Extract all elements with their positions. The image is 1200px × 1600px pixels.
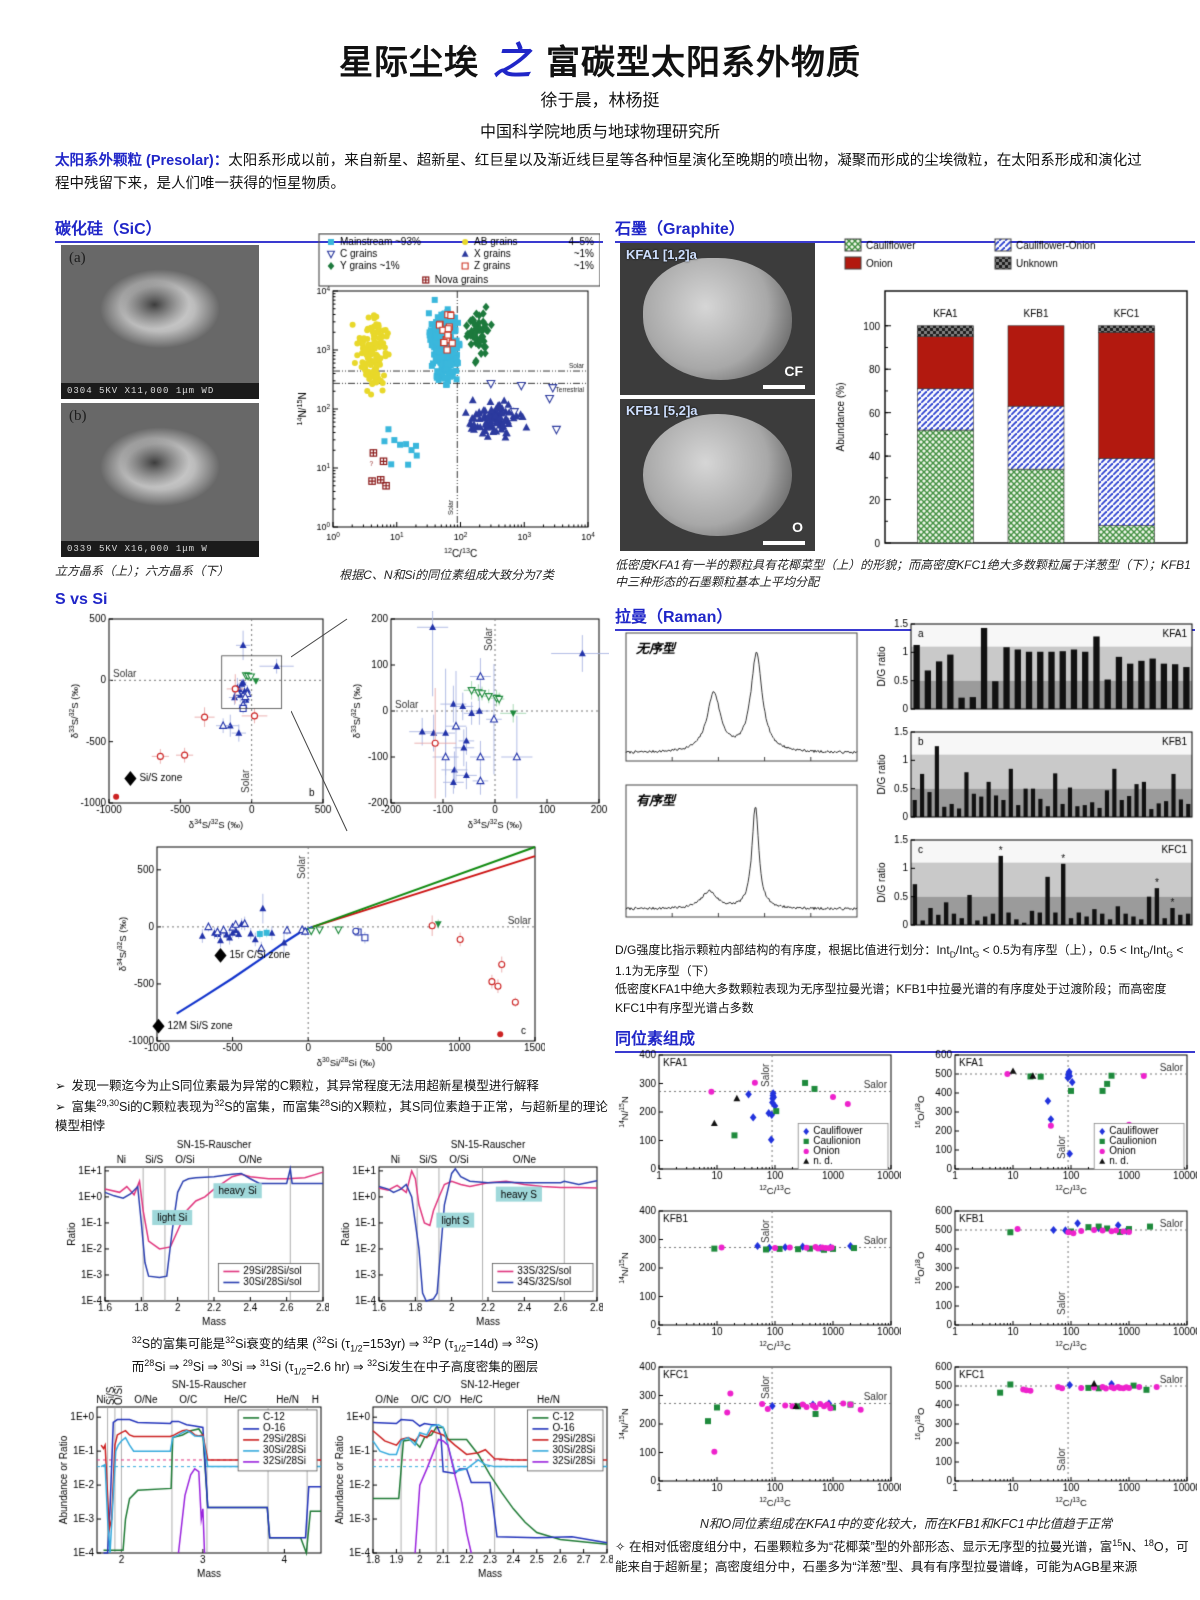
graphite-img1-tag: CF [784,363,803,379]
dg-ratio-chart-kfb1 [873,727,1197,829]
graphite-img1-label: KFA1 [1,2]a [626,247,697,262]
affiliation: 中国科学院地质与地球物理研究所 [479,124,720,141]
graphite-img2-label: KFB1 [5,2]a [626,403,698,418]
section-header-iso: 同位素组成 [615,1025,1195,1053]
sn-notes: 32S的富集可能是32Si衰变的结果 (32Si (τ1/2=153yr) ⇒ … [65,1333,605,1379]
final-summary: ✧ 在相对低密度组分中，石墨颗粒多为“花椰菜”型的外部形态、显示无序型的拉曼光谱… [615,1538,1189,1574]
svs-bullets: ➢ 发现一颗迄今为止S同位素最为异常的C颗粒，其异常程度无法用超新星模型进行解释 … [55,1077,613,1136]
section-header-svs: S vs Si [55,591,108,608]
sic-scatter-chart [293,233,600,563]
title-right: 富碳型太阳系外物质 [546,44,861,82]
scale-bar [763,385,805,389]
sem-image-graphite-kfa1: KFA1 [1,2]a CF [620,243,815,395]
iso-chart-kfb1-o [911,1203,1197,1355]
graphite-img2-tag: O [792,519,803,535]
iso-chart-kfc1-o [911,1359,1197,1511]
sn-rauscher-abundance-chart [55,1377,327,1581]
graphite-grain-onion [643,414,792,536]
caption-sic-chart: 根据C、N和Si的同位素组成大致分为7类 [339,568,554,582]
sn-note-2: 而28Si ⇒ 29Si ⇒ 30Si ⇒ 31Si (τ1/2=2.6 hr)… [131,1358,539,1377]
sem-image-graphite-kfb1: KFB1 [5,2]a O [620,399,815,551]
sem-a-statusbar: 0304 5KV X11,000 1μm WD [61,383,259,399]
sulfur-silicon-chart-c [113,839,545,1071]
iso-chart-kfa1-n [615,1047,901,1199]
sn-note-1: 32S的富集可能是32Si衰变的结果 (32Si (τ1/2=153yr) ⇒ … [131,1335,539,1354]
sn-model-si-chart [63,1137,329,1329]
caption-graphite: 低密度KFA1有一半的颗粒具有花椰菜型（上）的形貌；而高密度KFC1绝大多数颗粒… [615,558,1191,590]
sulfur-isotope-chart-b [65,611,333,833]
raman-spectrum-ordered [620,779,863,931]
sem-b-label: (b) [69,408,87,424]
graphite-grain-cf [643,258,792,380]
raman-caption-1: D/G强度比指示颗粒内部结构的有序度，根据比值进行划分：IntD/IntG < … [615,943,1184,978]
sn-heger-abundance-chart [331,1377,613,1581]
sem-b-statusbar: 0339 5KV X16,000 1μm W [61,541,259,557]
raman-captions: D/G强度比指示颗粒内部结构的有序度，根据比值进行划分：IntD/IntG < … [615,941,1197,1018]
sem-a-label: (a) [69,250,86,266]
page-title: 星际尘埃之富碳型太阳系外物质 [0,30,1200,85]
bullet-1: ➢ 发现一颗迄今为止S同位素最为异常的C颗粒，其异常程度无法用超新星模型进行解释 [55,1079,539,1093]
title-left: 星际尘埃 [338,44,479,82]
iso-chart-kfc1-n [615,1359,901,1511]
iso-chart-kfb1-n [615,1203,901,1355]
raman-spectrum-disordered [620,627,863,775]
caption-sic-crystal: 立方晶系（上）；六方晶系（下） [55,564,230,578]
graphite-abundance-bar-chart [825,235,1197,555]
dg-ratio-chart-kf a1 [873,619,1197,721]
sulfur-isotope-chart-zoom [347,611,609,833]
dg-ratio-chart-kfc1 [873,835,1197,937]
intro-paragraph: 太阳系外颗粒 (Presolar)：太阳系形成以前，来自新星、超新星、红巨星以及… [55,150,1147,196]
sem-image-sic-a: (a) 0304 5KV X11,000 1μm WD [61,245,259,399]
intro-body: 太阳系形成以前，来自新星、超新星、红巨星以及渐近线巨星等各种恒星演化至晚期的喷出… [55,153,1142,193]
zoom-connector-lines [291,618,348,832]
caption-iso: N和O同位素组成在KFA1中的变化较大，而在KFB1和KFC1中比值趋于正常 [699,1517,1113,1531]
intro-lead: 太阳系外颗粒 (Presolar)： [55,153,229,169]
raman-caption-2: 低密度KFA1中绝大多数颗粒表现为无序型拉曼光谱；KFB1中拉曼光谱的有序度处于… [615,982,1167,1015]
right-column: 石墨（Graphite） KFA1 [1,2]a CF KFB1 [5,2]a … [615,215,1200,1595]
iso-chart-kfa1-o [911,1047,1197,1199]
sem-image-sic-b: (b) 0339 5KV X16,000 1μm W [61,403,259,557]
left-column: 碳化硅（SiC） (a) 0304 5KV X11,000 1μm WD (b)… [55,215,615,1595]
sn-model-s-chart [337,1137,603,1329]
bullet-2: ➢ 富集29,30Si的C颗粒表现为32S的富集，而富集28Si的X颗粒，其S同位… [55,1097,608,1133]
scale-bar [763,541,805,545]
title-glyph: 之 [492,41,532,83]
authors: 徐于晨，林杨挺 [540,91,660,110]
